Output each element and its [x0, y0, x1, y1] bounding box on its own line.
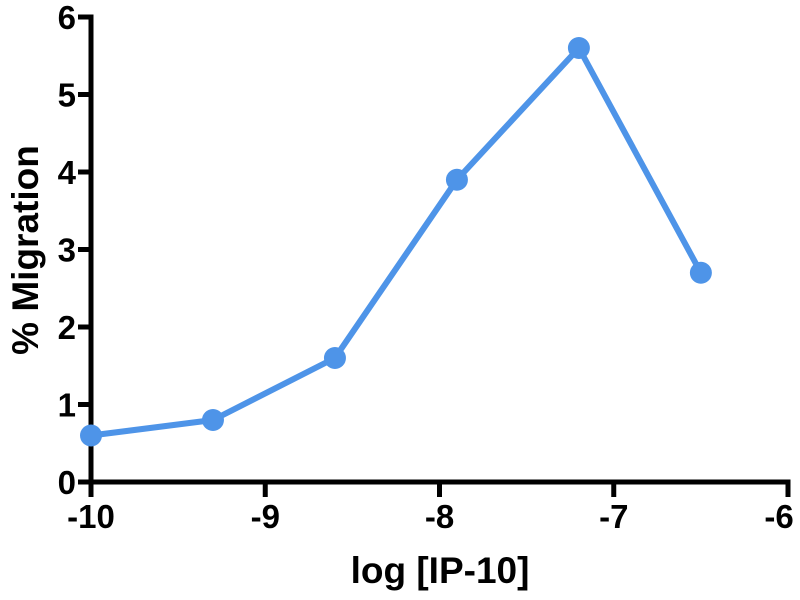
series-line: [88, 45, 704, 439]
data-point: [445, 168, 468, 191]
x-tick-label: -7: [599, 498, 628, 535]
series: [80, 37, 712, 447]
y-tick-label: 6: [58, 0, 76, 36]
x-tick-label: -10: [67, 498, 115, 535]
data-point: [80, 424, 102, 447]
data-point: [323, 347, 346, 369]
x-axis-title: log [IP-10]: [351, 550, 530, 591]
data-point: [689, 261, 712, 284]
data-point: [567, 37, 590, 59]
y-axis-title: % Migration: [5, 145, 46, 355]
y-tick-label: 5: [58, 77, 76, 114]
y-tick-label: 0: [58, 464, 76, 501]
axes: 0 1 2 3 4 5 6 -10 -9 -8 -7 -6: [58, 0, 794, 535]
y-tick-label: 4: [58, 154, 77, 191]
y-tick-label: 2: [58, 309, 76, 346]
x-tick-label: -9: [251, 498, 280, 535]
x-tick-label: -8: [425, 498, 454, 535]
y-tick-label: 3: [58, 232, 76, 269]
y-tick-label: 1: [58, 387, 76, 424]
x-tick-label: -6: [764, 498, 793, 535]
data-point: [201, 409, 224, 431]
